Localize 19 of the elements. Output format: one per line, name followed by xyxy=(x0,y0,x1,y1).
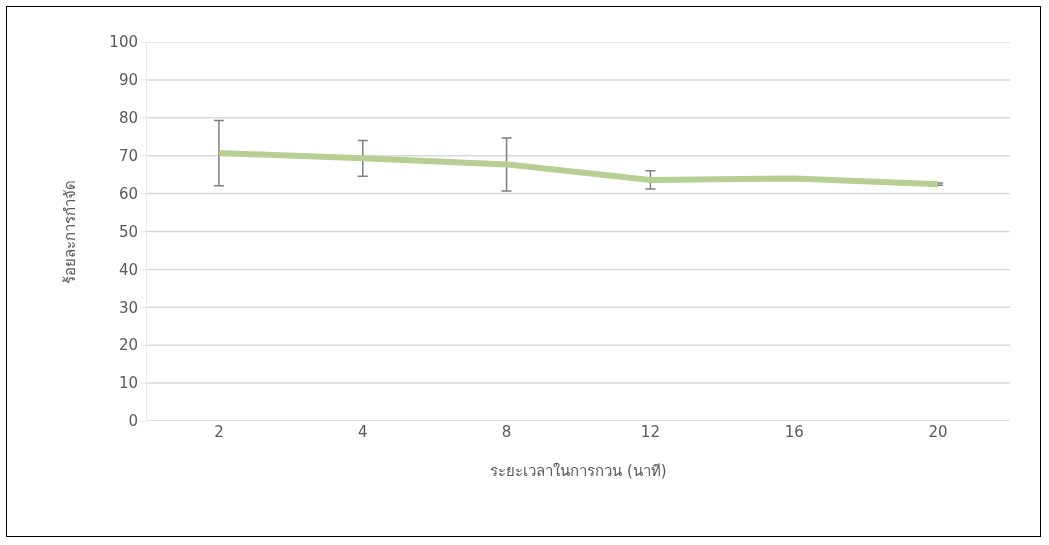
y-tick-label: 10 xyxy=(118,374,138,393)
y-tick-label: 40 xyxy=(118,260,138,279)
y-tick-label: 90 xyxy=(118,71,138,90)
y-tick-label: 50 xyxy=(118,222,138,241)
y-tick-label: 60 xyxy=(118,184,138,203)
x-tick-label: 8 xyxy=(501,423,512,441)
y-tick-label: 30 xyxy=(118,298,138,317)
x-tick-label: 16 xyxy=(784,423,804,441)
y-tick-label: 80 xyxy=(118,109,138,128)
y-axis-title: ร้อยละการกำจัด xyxy=(60,179,79,284)
y-tick-label: 100 xyxy=(109,33,138,52)
x-tick-label: 20 xyxy=(928,423,948,441)
y-tick-label: 70 xyxy=(118,146,138,165)
x-tick-label: 2 xyxy=(214,423,224,441)
y-tick-label: 20 xyxy=(118,336,138,355)
x-axis-title: ระยะเวลาในการกวน (นาที) xyxy=(490,462,667,480)
x-tick-label: 12 xyxy=(640,423,660,441)
y-tick-label: 0 xyxy=(128,412,138,431)
x-tick-label: 4 xyxy=(357,423,368,441)
